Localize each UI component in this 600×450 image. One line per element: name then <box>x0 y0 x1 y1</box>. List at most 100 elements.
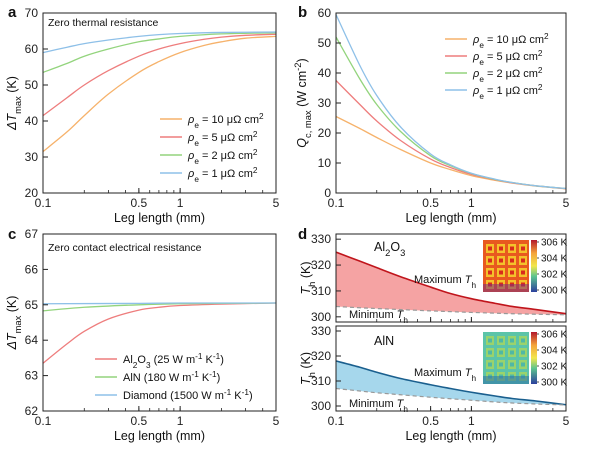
y-tick-label-b: 0 <box>324 186 331 200</box>
x-tick-label-d2: 5 <box>563 414 570 428</box>
y-axis-label-d2: Th (K) <box>299 352 317 385</box>
x-axis-label-d: Leg length (mm) <box>405 429 496 443</box>
y-tick-label-d1: 320 <box>311 258 331 272</box>
series-line-c-2 <box>42 302 277 305</box>
thermal-cell-core-d1 <box>499 258 503 263</box>
x-tick-label-d2: 1 <box>468 414 475 428</box>
y-tick-label-a: 40 <box>25 114 39 128</box>
area-fill-d1 <box>336 252 566 315</box>
colorbar-label-d2: 302 K <box>541 362 567 373</box>
x-axis-label-b: Leg length (mm) <box>405 211 496 225</box>
thermal-cell-core-d1 <box>521 258 525 263</box>
thermal-cell-core-d2 <box>488 350 492 355</box>
x-axis-label-c: Leg length (mm) <box>114 429 205 443</box>
y-tick-label-a: 70 <box>25 6 39 20</box>
y-tick-label-d1: 330 <box>311 232 331 246</box>
thermal-cell-core-d2 <box>499 350 503 355</box>
y-tick-label-b: 40 <box>318 66 332 80</box>
colorbar-label-d1: 302 K <box>541 270 567 281</box>
colorbar-label-d1: 306 K <box>541 238 567 249</box>
series-line-b-0 <box>335 115 567 190</box>
material-label-d2: AlN <box>374 334 394 348</box>
legend-label-a-0: ρe = 10 μΩ cm2 <box>187 112 264 130</box>
x-tick-label-b: 0.5 <box>422 196 439 210</box>
x-tick-label-b: 0.1 <box>328 196 345 210</box>
legend-label-b-0: ρe = 10 μΩ cm2 <box>472 32 549 50</box>
x-tick-label-c: 1 <box>177 414 184 428</box>
max-annotation-d2: Maximum Th <box>414 367 476 383</box>
colorbar-label-d2: 300 K <box>541 378 567 389</box>
y-axis-label-b: Qc, max (W cm-2) <box>293 58 313 147</box>
x-tick-label-d2: 0.1 <box>328 414 345 428</box>
y-tick-label-b: 20 <box>318 126 332 140</box>
colorbar-label-d1: 304 K <box>541 254 567 265</box>
x-tick-label-a: 0.5 <box>131 196 148 210</box>
x-tick-label-b: 1 <box>468 196 475 210</box>
legend-label-c-1: AlN (180 W m-1 K-1) <box>123 370 220 385</box>
series-line-a-1 <box>42 33 277 117</box>
x-tick-label-a: 1 <box>177 196 184 210</box>
thermal-cell-core-d2 <box>521 338 525 343</box>
x-tick-label-a: 0.1 <box>35 196 52 210</box>
y-tick-label-c: 67 <box>25 227 39 241</box>
thermal-cell-core-d2 <box>499 362 503 367</box>
x-tick-label-c: 5 <box>273 414 280 428</box>
thermal-cell-core-d1 <box>499 246 503 251</box>
y-tick-label-c: 64 <box>25 333 39 347</box>
thermal-cell-core-d1 <box>488 246 492 251</box>
legend-label-c-2: Diamond (1500 W m-1 K-1) <box>123 388 253 403</box>
thermal-cell-core-d2 <box>521 350 525 355</box>
thermal-cell-core-d1 <box>488 258 492 263</box>
y-tick-label-b: 10 <box>318 156 332 170</box>
legend-label-c-0: Al2O3 (25 W m-1 K-1) <box>123 352 224 370</box>
min-line-d2 <box>335 387 567 406</box>
y-tick-label-c: 63 <box>25 369 39 383</box>
thermal-cell-core-d1 <box>488 270 492 275</box>
y-tick-label-d1: 310 <box>311 284 331 298</box>
thermal-cell-core-d2 <box>488 362 492 367</box>
thermal-cell-core-d1 <box>510 270 514 275</box>
y-tick-label-d2: 320 <box>311 349 331 363</box>
y-axis-label-d1: Th (K) <box>299 262 317 295</box>
y-axis-label-c: ΔTmax (K) <box>5 296 23 351</box>
thermal-cell-core-d1 <box>510 246 514 251</box>
thermal-cell-core-d1 <box>521 270 525 275</box>
panel-annotation-a: Zero thermal resistance <box>48 17 158 29</box>
plot-frame-d2 <box>335 325 567 412</box>
x-tick-label-c: 0.1 <box>35 414 52 428</box>
material-label-d1: Al2O3 <box>374 240 405 258</box>
x-tick-label-a: 5 <box>273 196 280 210</box>
thermal-map-edge-d1 <box>483 284 529 292</box>
plot-frame-d1 <box>335 233 567 323</box>
colorbar-label-d2: 306 K <box>541 330 567 341</box>
colorbar-d2 <box>531 332 537 384</box>
panel-annotation-c: Zero contact electrical resistance <box>48 242 202 254</box>
y-axis-label-a: ΔTmax (K) <box>5 76 23 131</box>
x-tick-label-b: 5 <box>563 196 570 210</box>
plot-frame-a <box>42 12 277 194</box>
y-tick-label-a: 30 <box>25 150 39 164</box>
x-tick-label-d2: 0.5 <box>422 414 439 428</box>
x-tick-label-c: 0.5 <box>131 414 148 428</box>
legend-label-b-3: ρe = 1 μΩ cm2 <box>472 83 543 101</box>
panel-label-c: c <box>8 226 16 243</box>
y-tick-label-a: 20 <box>25 186 39 200</box>
min-annotation-d2: Minimum Th <box>349 398 408 414</box>
thermal-cell-core-d2 <box>510 338 514 343</box>
legend-label-b-1: ρe = 5 μΩ cm2 <box>472 49 543 67</box>
panel-label-b: b <box>298 4 307 21</box>
thermal-cell-core-d1 <box>521 246 525 251</box>
series-line-c-0 <box>42 302 277 364</box>
colorbar-d1 <box>531 240 537 292</box>
legend-label-a-1: ρe = 5 μΩ cm2 <box>187 130 258 148</box>
series-line-a-3 <box>42 31 277 54</box>
max-annotation-d1: Maximum Th <box>414 274 476 290</box>
legend-label-a-3: ρe = 1 μΩ cm2 <box>187 166 258 184</box>
legend-label-a-2: ρe = 2 μΩ cm2 <box>187 148 258 166</box>
plot-frame-c <box>42 233 277 412</box>
min-line-d1 <box>335 305 567 316</box>
thermal-map-edge-d2 <box>483 376 529 384</box>
y-tick-label-b: 30 <box>318 96 332 110</box>
thermal-cell-core-d1 <box>510 258 514 263</box>
